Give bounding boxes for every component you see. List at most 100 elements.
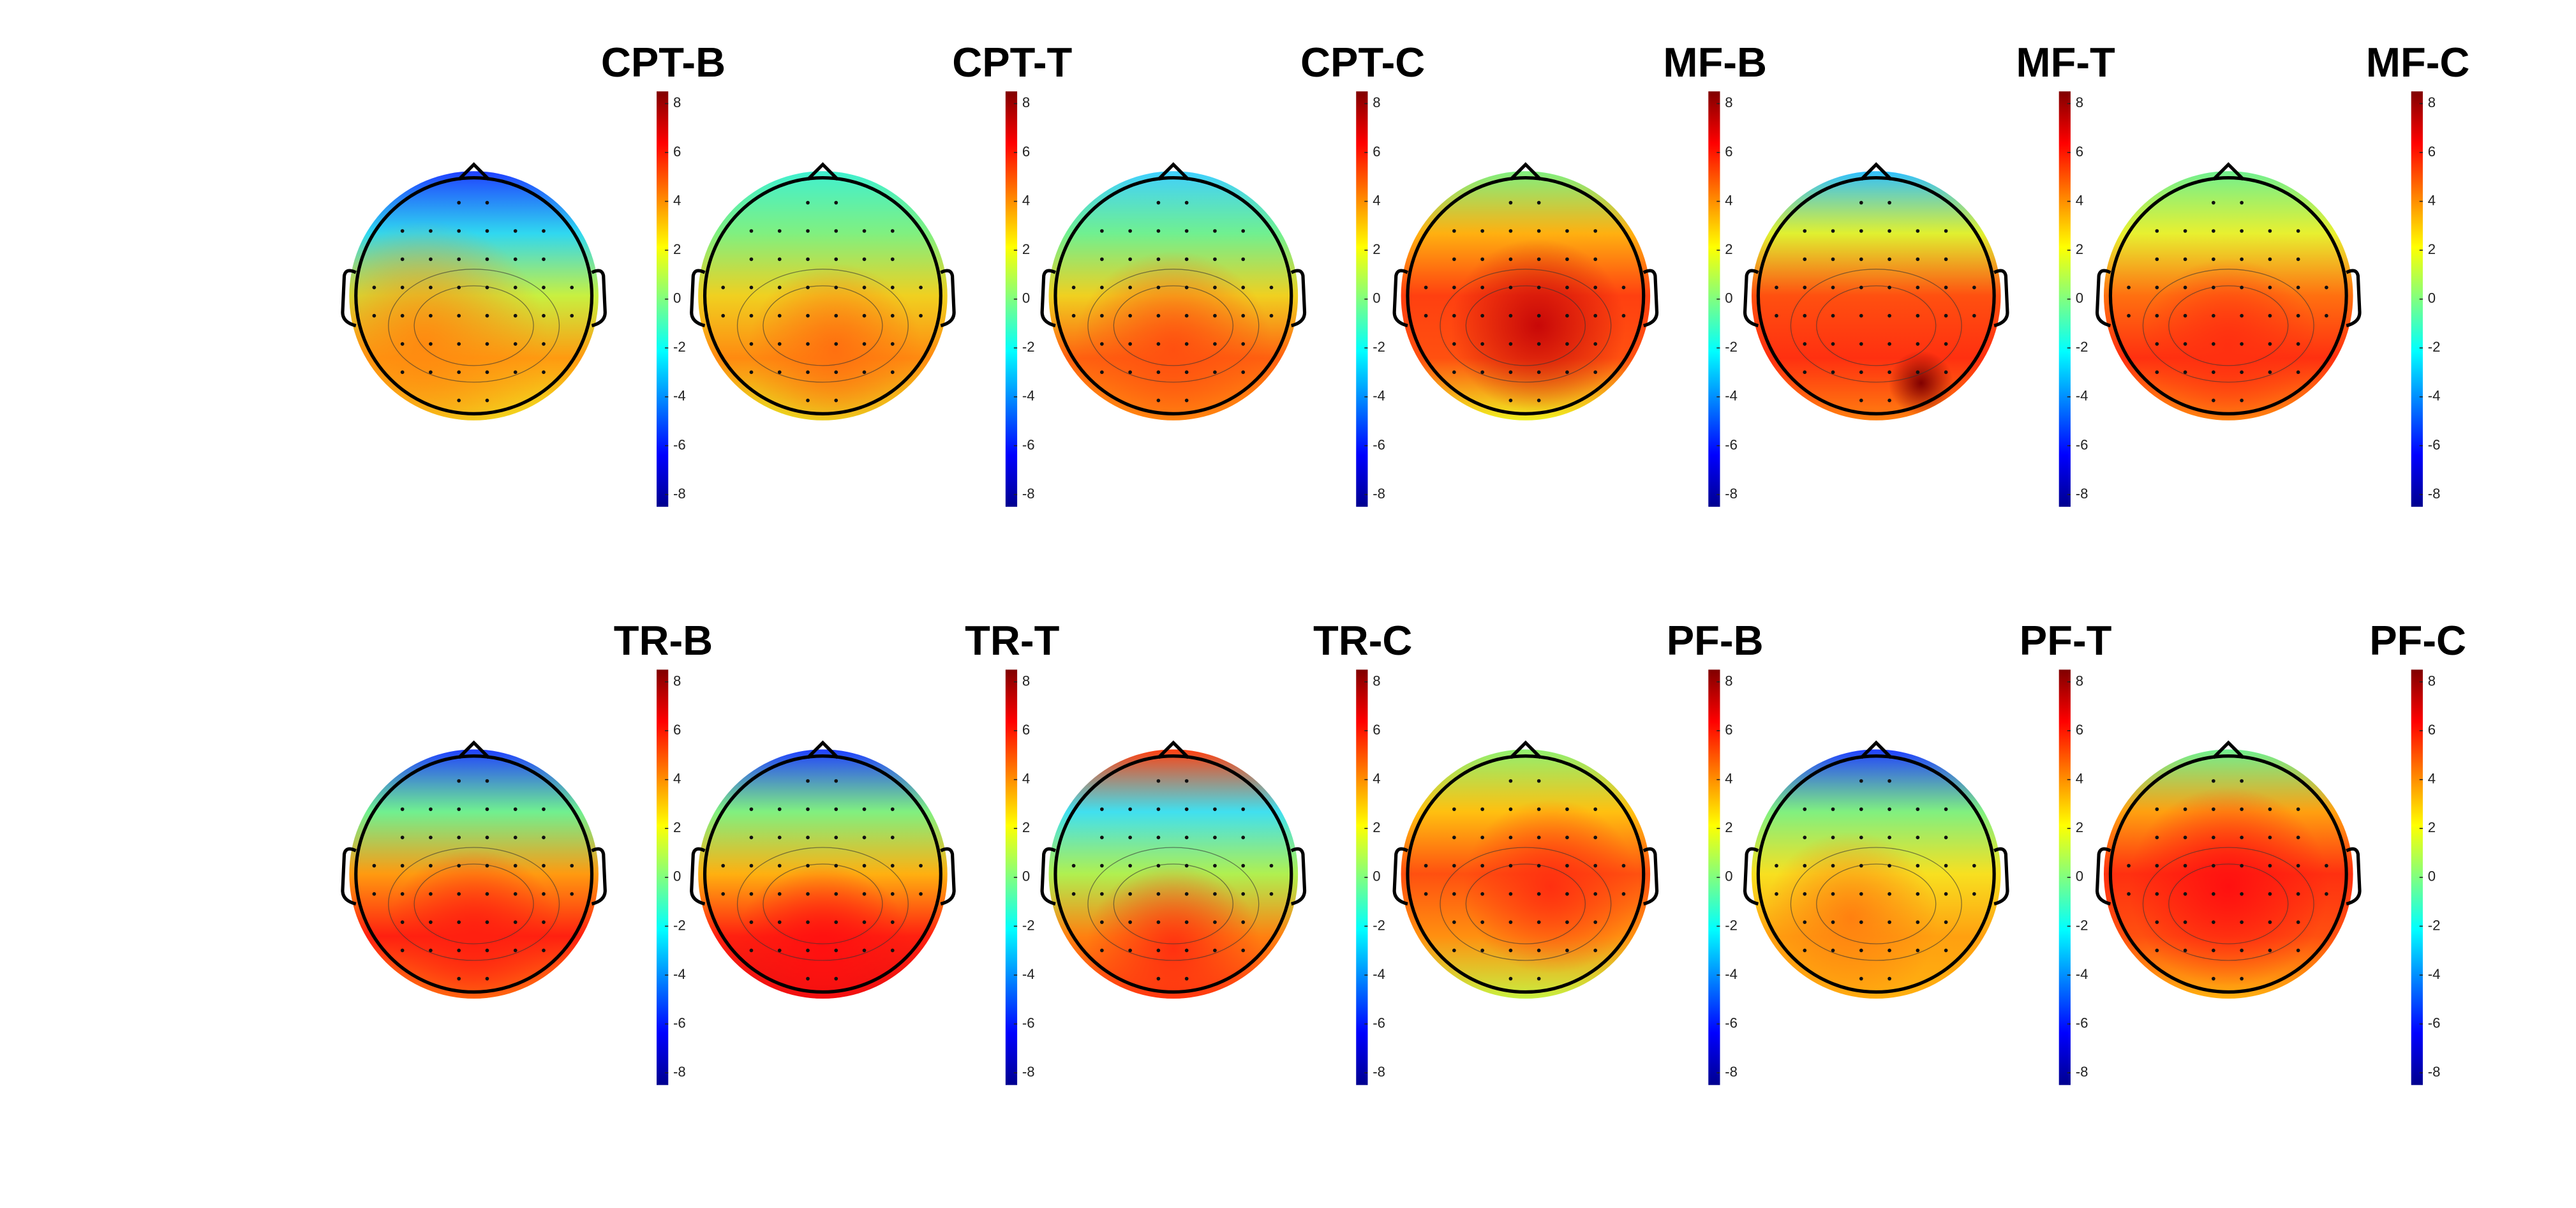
electrode [834, 229, 838, 233]
electrode [2183, 835, 2187, 840]
electrode [2296, 892, 2300, 896]
electrode [513, 807, 517, 811]
electrode [1156, 892, 1161, 896]
electrode [1621, 892, 1626, 896]
colorbar-tick-label: 8 [2076, 673, 2083, 689]
electrode [1944, 257, 1948, 262]
electrode [1480, 342, 1485, 346]
electrode [457, 285, 461, 290]
electrode [429, 863, 433, 868]
electrode [2155, 342, 2159, 346]
electrode [1128, 370, 1132, 375]
electrode [1565, 285, 1569, 290]
electrode [1621, 313, 1626, 318]
electrode [1452, 863, 1456, 868]
electrode [862, 285, 867, 290]
electrode [542, 342, 546, 346]
electrode [2127, 863, 2131, 868]
colorbar-tick-label: -2 [2076, 917, 2088, 933]
head-outline [703, 176, 942, 415]
electrode [429, 342, 433, 346]
panel-title: PF-T [2020, 617, 2112, 664]
electrode [1972, 285, 1976, 290]
colorbar-tick-label: 0 [1373, 869, 1380, 884]
ear-left [1040, 269, 1057, 327]
electrode [834, 342, 838, 346]
colorbar [2059, 91, 2071, 507]
colorbar-tick-label: 4 [1373, 192, 1380, 208]
electrode [890, 920, 895, 925]
colorbar-tick-label: 0 [1022, 290, 1030, 306]
contour [413, 863, 534, 944]
electrode [1100, 920, 1104, 925]
colorbar-tick-label: 4 [2428, 771, 2436, 787]
electrode [834, 200, 838, 205]
electrode [1944, 920, 1948, 925]
electrode [1803, 835, 1807, 840]
colorbar-tick-label: -2 [1373, 917, 1385, 933]
topoplot: PF-T -8 -6 -4 -2 0 2 4 6 8 [1743, 617, 2112, 1085]
electrode [1508, 920, 1513, 925]
colorbar-tick-label: -2 [2076, 339, 2088, 355]
contour [1440, 847, 1612, 961]
electrode [1071, 863, 1076, 868]
colorbar-tick-label: -8 [1373, 486, 1385, 502]
ear-left [690, 269, 706, 327]
electrode [806, 398, 810, 403]
contour [763, 285, 883, 366]
contour [1465, 285, 1586, 366]
electrode [542, 257, 546, 262]
electrode [570, 863, 574, 868]
colorbar-tick-label: 8 [2076, 94, 2083, 110]
head-outline [1053, 176, 1293, 415]
electrode [1480, 257, 1485, 262]
electrode [2268, 342, 2272, 346]
electrode [2268, 863, 2272, 868]
electrode [862, 948, 867, 953]
electrode [1508, 835, 1513, 840]
electrode [1593, 342, 1598, 346]
electrode [2211, 948, 2215, 953]
electrode [1593, 370, 1598, 375]
contour [2168, 863, 2289, 944]
electrode [2211, 863, 2215, 868]
electrode [1213, 807, 1217, 811]
electrode [429, 835, 433, 840]
electrode [457, 342, 461, 346]
colorbar-tick-label: -4 [673, 966, 686, 982]
electrode [1184, 920, 1189, 925]
electrode [1156, 370, 1161, 375]
electrode [1859, 807, 1863, 811]
scalp-hotspot [349, 749, 599, 999]
ear-right [1642, 847, 1659, 906]
electrode [749, 835, 754, 840]
electrode [1213, 370, 1217, 375]
colorbar-tick-label: 8 [673, 673, 681, 689]
electrode [513, 835, 517, 840]
electrode [372, 313, 376, 318]
colorbar-tick-label: 8 [1725, 94, 1732, 110]
electrode [1887, 976, 1891, 981]
electrode [1452, 285, 1456, 290]
colorbar-tick-label: 4 [1022, 192, 1030, 208]
electrode [777, 892, 782, 896]
electrode [513, 892, 517, 896]
electrode [1184, 779, 1189, 783]
electrode [1916, 948, 1920, 953]
electrode [2155, 835, 2159, 840]
electrode [1241, 892, 1246, 896]
electrode [749, 342, 754, 346]
electrode [1537, 920, 1541, 925]
electrode [372, 892, 376, 896]
colorbar-tick-label: 6 [2076, 144, 2083, 160]
electrode [1887, 863, 1891, 868]
contour [1087, 847, 1260, 961]
electrode [1916, 863, 1920, 868]
colorbar-tick-label: -2 [1022, 917, 1035, 933]
ear-left [341, 269, 357, 327]
electrode [1537, 370, 1541, 375]
colorbar-tick-label: 8 [1373, 673, 1380, 689]
electrode [513, 948, 517, 953]
electrode [2296, 863, 2300, 868]
electrode [1480, 313, 1485, 318]
